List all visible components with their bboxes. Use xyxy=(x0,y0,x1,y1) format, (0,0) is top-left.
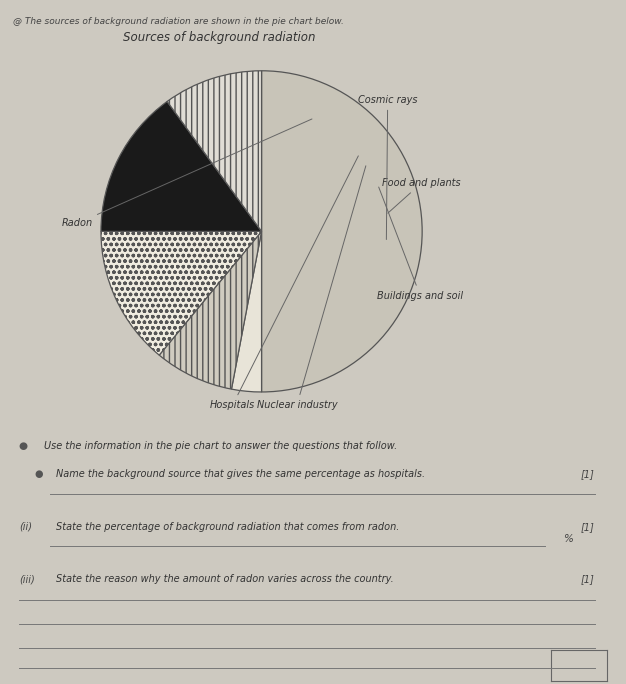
Wedge shape xyxy=(101,231,262,355)
Text: Food and plants: Food and plants xyxy=(382,179,461,213)
Text: [1]: [1] xyxy=(581,574,595,584)
Text: State the reason why the amount of radon varies across the country.: State the reason why the amount of radon… xyxy=(56,574,394,584)
Wedge shape xyxy=(167,70,262,231)
Text: Nuclear industry: Nuclear industry xyxy=(257,166,366,410)
Text: ●: ● xyxy=(19,441,28,451)
Text: Hospitals: Hospitals xyxy=(210,156,358,410)
Wedge shape xyxy=(159,231,262,389)
Text: State the percentage of background radiation that comes from radon.: State the percentage of background radia… xyxy=(56,522,400,531)
Text: Name the background source that gives the same percentage as hospitals.: Name the background source that gives th… xyxy=(56,469,426,479)
Wedge shape xyxy=(101,101,262,231)
Text: (iii): (iii) xyxy=(19,574,34,584)
Text: [1]: [1] xyxy=(581,522,595,531)
Text: %: % xyxy=(563,534,573,544)
Text: @ The sources of background radiation are shown in the pie chart below.: @ The sources of background radiation ar… xyxy=(13,17,344,26)
Text: [1]: [1] xyxy=(581,469,595,479)
Wedge shape xyxy=(232,231,262,392)
Text: Buildings and soil: Buildings and soil xyxy=(377,187,463,300)
Text: Sources of background radiation: Sources of background radiation xyxy=(123,31,316,44)
Text: Use the information in the pie chart to answer the questions that follow.: Use the information in the pie chart to … xyxy=(44,441,397,451)
Text: ●: ● xyxy=(34,469,43,479)
Text: Radon: Radon xyxy=(62,119,312,228)
Text: Cosmic rays: Cosmic rays xyxy=(358,94,418,239)
Text: (ii): (ii) xyxy=(19,522,32,531)
Wedge shape xyxy=(262,70,422,392)
